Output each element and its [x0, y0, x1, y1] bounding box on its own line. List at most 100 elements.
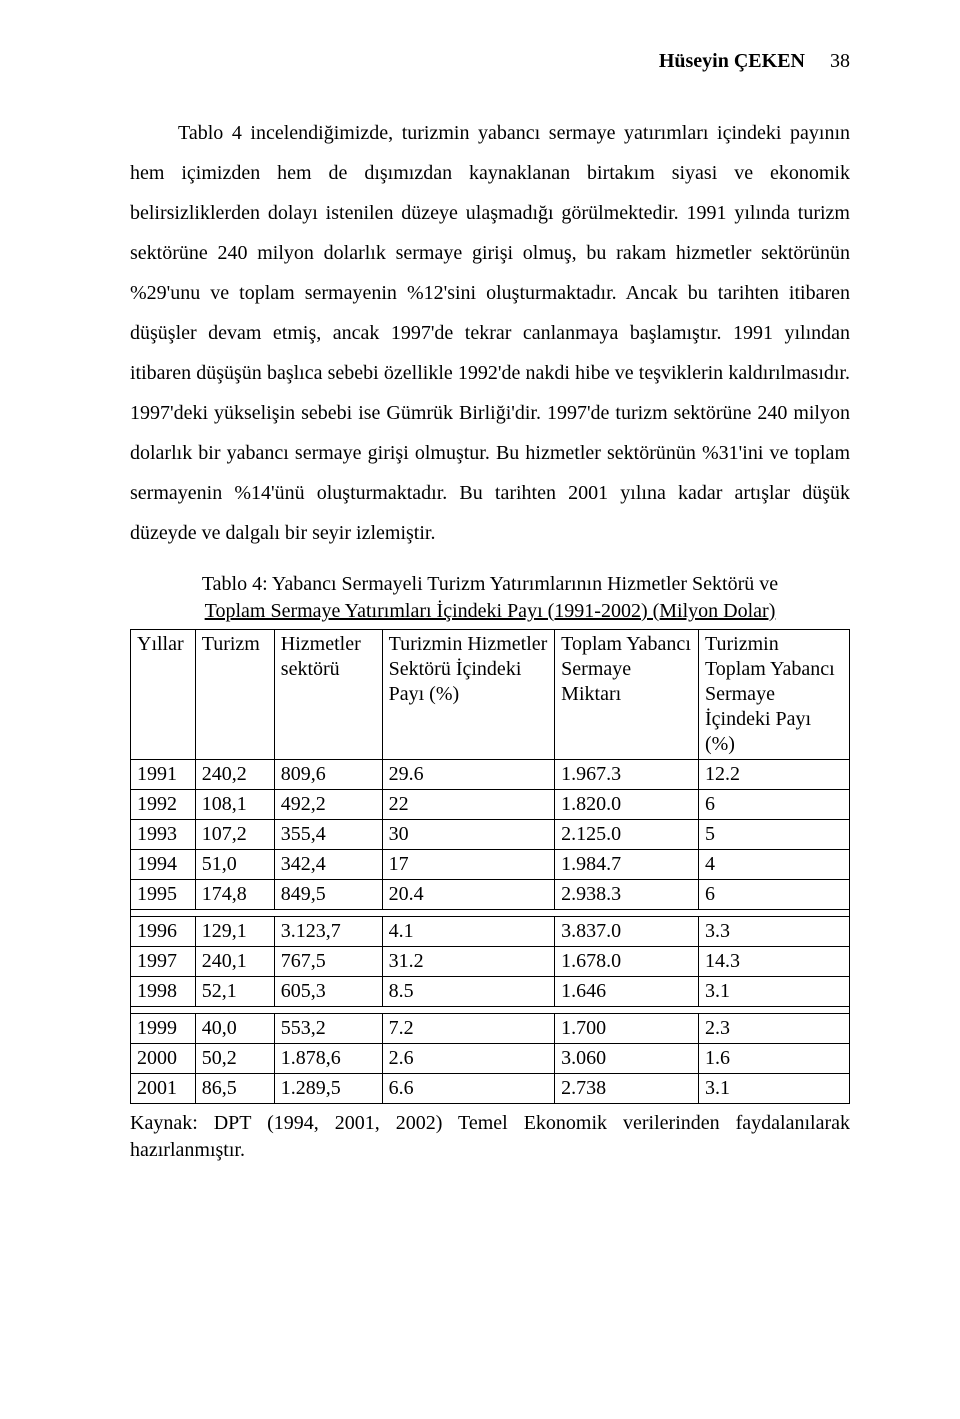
table-cell: 31.2	[382, 947, 555, 977]
table-cell: 2.125.0	[555, 820, 699, 850]
table-cell: 767,5	[274, 947, 382, 977]
table-section-gap	[131, 910, 850, 917]
gap-cell	[131, 1007, 850, 1014]
table-cell: 22	[382, 790, 555, 820]
table-cell: 492,2	[274, 790, 382, 820]
table-cell: 3.060	[555, 1044, 699, 1074]
col-h5: Turizmin Toplam Yabancı Sermaye İçindeki…	[698, 630, 849, 760]
table-cell: 14.3	[698, 947, 849, 977]
table-cell: 3.1	[698, 1074, 849, 1104]
table-cell: 6	[698, 880, 849, 910]
table-body: 1991240,2809,629.61.967.312.21992108,149…	[131, 760, 850, 1104]
col-h2: Hizmetler sektörü	[274, 630, 382, 760]
table-row: 1993107,2355,4302.125.05	[131, 820, 850, 850]
table-cell: 20.4	[382, 880, 555, 910]
table-cell: 174,8	[195, 880, 274, 910]
table-cell: 240,2	[195, 760, 274, 790]
author-name: Hüseyin ÇEKEN	[659, 50, 805, 72]
col-h3: Turizmin Hizmetler Sektörü İçindeki Payı…	[382, 630, 555, 760]
table-cell: 86,5	[195, 1074, 274, 1104]
table-section-gap	[131, 1007, 850, 1014]
table-cell: 342,4	[274, 850, 382, 880]
table-cell: 12.2	[698, 760, 849, 790]
table-title-line1: Tablo 4: Yabancı Sermayeli Turizm Yatırı…	[202, 573, 778, 595]
page: Hüseyin ÇEKEN 38 Tablo 4 incelendiğimizd…	[0, 0, 960, 1419]
table-title: Tablo 4: Yabancı Sermayeli Turizm Yatırı…	[130, 571, 850, 625]
col-h0: Yıllar	[131, 630, 196, 760]
table-cell: 2.3	[698, 1014, 849, 1044]
table-cell: 29.6	[382, 760, 555, 790]
table-row: 1991240,2809,629.61.967.312.2	[131, 760, 850, 790]
table-cell: 3.3	[698, 917, 849, 947]
table-row: 199940,0553,27.2 1.7002.3	[131, 1014, 850, 1044]
body-paragraph: Tablo 4 incelendiğimizde, turizmin yaban…	[130, 113, 850, 553]
table-cell: 605,3	[274, 977, 382, 1007]
table-cell: 5	[698, 820, 849, 850]
table-row: 1992108,1492,2221.820.06	[131, 790, 850, 820]
table-cell: 1.984.7	[555, 850, 699, 880]
table-cell: 3.1	[698, 977, 849, 1007]
running-head: Hüseyin ÇEKEN 38	[130, 50, 850, 73]
table-cell: 1.967.3	[555, 760, 699, 790]
table-cell: 809,6	[274, 760, 382, 790]
table-cell: 355,4	[274, 820, 382, 850]
table-cell: 1999	[131, 1014, 196, 1044]
col-h1: Turizm	[195, 630, 274, 760]
table-cell: 129,1	[195, 917, 274, 947]
table-cell: 8.5	[382, 977, 555, 1007]
table-title-line2: Toplam Sermaye Yatırımları İçindeki Payı…	[205, 600, 776, 622]
table-cell: 2.938.3	[555, 880, 699, 910]
table-cell: 50,2	[195, 1044, 274, 1074]
table-cell: 1993	[131, 820, 196, 850]
table-cell: 1.700	[555, 1014, 699, 1044]
header-row: Yıllar Turizm Hizmetler sektörü Turizmin…	[131, 630, 850, 760]
table-cell: 6.6	[382, 1074, 555, 1104]
table-cell: 1991	[131, 760, 196, 790]
table-cell: 1998	[131, 977, 196, 1007]
table-cell: 1.820.0	[555, 790, 699, 820]
table-cell: 2.738	[555, 1074, 699, 1104]
data-table: Yıllar Turizm Hizmetler sektörü Turizmin…	[130, 629, 850, 1104]
table-row: 199852,1605,38.51.6463.1	[131, 977, 850, 1007]
table-cell: 240,1	[195, 947, 274, 977]
table-row: 200050,21.878,62.63.060 1.6	[131, 1044, 850, 1074]
table-cell: 1.878,6	[274, 1044, 382, 1074]
table-cell: 52,1	[195, 977, 274, 1007]
table-row: 199451,0342,4 17 1.984.74	[131, 850, 850, 880]
table-cell: 2.6	[382, 1044, 555, 1074]
table-cell: 4.1	[382, 917, 555, 947]
table-row: 200186,51.289,56.62.7383.1	[131, 1074, 850, 1104]
table-cell: 1995	[131, 880, 196, 910]
table-cell: 6	[698, 790, 849, 820]
table-cell: 3.123,7	[274, 917, 382, 947]
table-cell: 1997	[131, 947, 196, 977]
table-cell: 4	[698, 850, 849, 880]
table-cell: 1.678.0	[555, 947, 699, 977]
table-row: 1995174,8849,520.42.938.36	[131, 880, 850, 910]
table-cell: 30	[382, 820, 555, 850]
table-cell: 40,0	[195, 1014, 274, 1044]
table-cell: 1.289,5	[274, 1074, 382, 1104]
table-row: 1997240,1767,531.2 1.678.0 14.3	[131, 947, 850, 977]
table-cell: 1.6	[698, 1044, 849, 1074]
table-cell: 553,2	[274, 1014, 382, 1044]
table-cell: 51,0	[195, 850, 274, 880]
table-cell: 849,5	[274, 880, 382, 910]
table-cell: 107,2	[195, 820, 274, 850]
table-cell: 2000	[131, 1044, 196, 1074]
table-cell: 1994	[131, 850, 196, 880]
table-cell: 1992	[131, 790, 196, 820]
table-source: Kaynak: DPT (1994, 2001, 2002) Temel Eko…	[130, 1110, 850, 1164]
table-head: Yıllar Turizm Hizmetler sektörü Turizmin…	[131, 630, 850, 760]
table-cell: 3.837.0	[555, 917, 699, 947]
table-row: 1996129,13.123,74.13.837.03.3	[131, 917, 850, 947]
table-cell: 2001	[131, 1074, 196, 1104]
table-cell: 1.646	[555, 977, 699, 1007]
col-h4: Toplam Yabancı Sermaye Miktarı	[555, 630, 699, 760]
table-cell: 7.2	[382, 1014, 555, 1044]
page-gap	[810, 50, 825, 72]
table-cell: 1996	[131, 917, 196, 947]
gap-cell	[131, 910, 850, 917]
table-cell: 17	[382, 850, 555, 880]
table-cell: 108,1	[195, 790, 274, 820]
